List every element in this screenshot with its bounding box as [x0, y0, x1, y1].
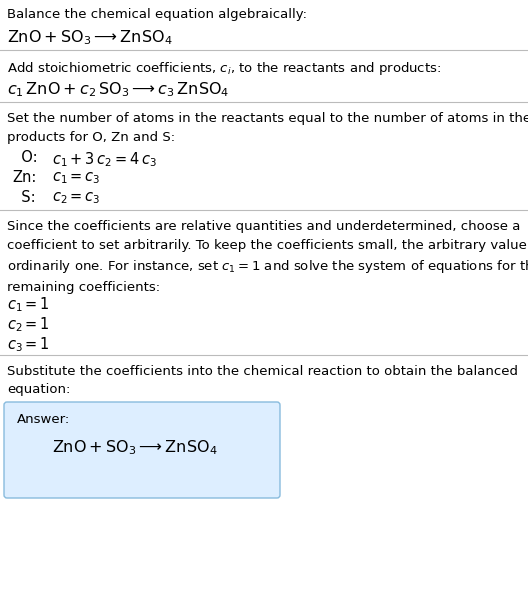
Text: $c_1 + 3\,c_2 = 4\,c_3$: $c_1 + 3\,c_2 = 4\,c_3$ — [52, 150, 157, 169]
Text: $c_1 = c_3$: $c_1 = c_3$ — [52, 170, 101, 185]
FancyBboxPatch shape — [4, 402, 280, 498]
Text: $c_2 = c_3$: $c_2 = c_3$ — [52, 190, 101, 206]
Text: Since the coefficients are relative quantities and underdetermined, choose a
coe: Since the coefficients are relative quan… — [7, 220, 528, 293]
Text: Substitute the coefficients into the chemical reaction to obtain the balanced
eq: Substitute the coefficients into the che… — [7, 365, 518, 397]
Text: $c_2 = 1$: $c_2 = 1$ — [7, 315, 50, 333]
Text: $c_3 = 1$: $c_3 = 1$ — [7, 335, 50, 354]
Text: Add stoichiometric coefficients, $c_i$, to the reactants and products:: Add stoichiometric coefficients, $c_i$, … — [7, 60, 441, 77]
Text: S:: S: — [12, 190, 35, 205]
Text: Balance the chemical equation algebraically:: Balance the chemical equation algebraica… — [7, 8, 307, 21]
Text: Zn:: Zn: — [12, 170, 36, 185]
Text: Answer:: Answer: — [17, 413, 70, 426]
Text: $c_1\,\mathrm{ZnO} + c_2\,\mathrm{SO_3} \longrightarrow c_3\,\mathrm{ZnSO_4}$: $c_1\,\mathrm{ZnO} + c_2\,\mathrm{SO_3} … — [7, 80, 229, 99]
Text: $c_1 = 1$: $c_1 = 1$ — [7, 295, 50, 314]
Text: Set the number of atoms in the reactants equal to the number of atoms in the
pro: Set the number of atoms in the reactants… — [7, 112, 528, 144]
Text: O:: O: — [12, 150, 37, 165]
Text: $\mathrm{ZnO + SO_3 \longrightarrow ZnSO_4}$: $\mathrm{ZnO + SO_3 \longrightarrow ZnSO… — [7, 28, 173, 47]
Text: $\mathrm{ZnO + SO_3 \longrightarrow ZnSO_4}$: $\mathrm{ZnO + SO_3 \longrightarrow ZnSO… — [52, 438, 218, 457]
